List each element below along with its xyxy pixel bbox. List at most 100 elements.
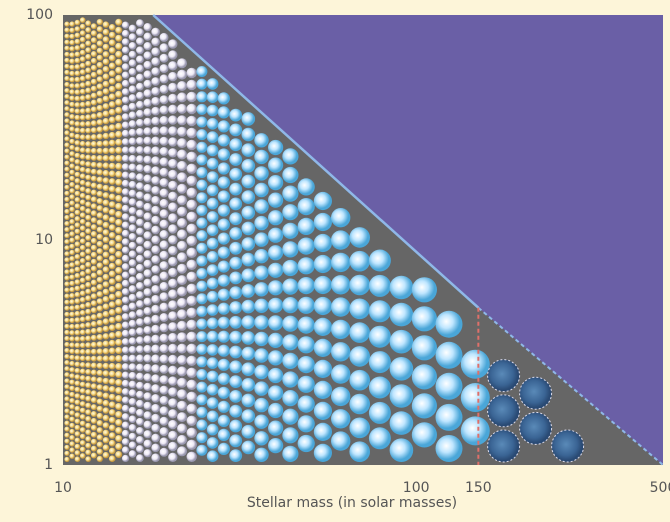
star: [64, 82, 69, 87]
star: [177, 275, 187, 285]
star: [115, 227, 122, 234]
star: [97, 377, 103, 383]
star: [85, 201, 91, 207]
star: [151, 127, 160, 136]
star: [207, 251, 219, 263]
star: [254, 299, 268, 313]
star: [160, 303, 169, 312]
star: [109, 24, 116, 31]
star: [129, 320, 137, 328]
star: [85, 114, 91, 120]
star: [75, 438, 81, 444]
star: [168, 83, 177, 92]
star: [85, 382, 91, 388]
star: [64, 155, 69, 160]
star: [268, 263, 283, 278]
star: [85, 396, 91, 402]
star: [242, 190, 256, 204]
star: [80, 63, 86, 69]
star: [64, 118, 69, 123]
star: [115, 403, 122, 410]
star: [520, 412, 552, 444]
star: [80, 141, 86, 147]
star: [103, 452, 109, 458]
star: [436, 404, 463, 431]
star: [254, 133, 268, 147]
star: [64, 318, 69, 323]
star: [80, 225, 86, 231]
star: [109, 448, 116, 455]
star: [64, 227, 69, 232]
star: [69, 145, 74, 150]
star: [85, 101, 91, 107]
star: [109, 332, 116, 339]
star: [75, 456, 81, 462]
star: [115, 115, 122, 122]
star: [196, 445, 207, 456]
star: [187, 272, 197, 282]
star: [196, 331, 207, 342]
star: [85, 349, 91, 355]
star: [69, 305, 74, 310]
star: [196, 268, 207, 279]
star: [80, 395, 86, 401]
star: [64, 94, 69, 99]
star: [97, 33, 103, 39]
star: [136, 246, 144, 254]
star: [242, 300, 256, 314]
star: [80, 193, 86, 199]
star: [129, 129, 137, 137]
star: [69, 417, 74, 422]
star: [97, 162, 103, 168]
star: [136, 164, 144, 172]
star: [122, 380, 129, 387]
star: [129, 224, 137, 232]
star: [461, 350, 490, 379]
star: [390, 438, 414, 462]
star: [187, 176, 197, 186]
star: [85, 362, 91, 368]
star: [282, 316, 298, 332]
star: [136, 409, 144, 417]
star: [412, 335, 437, 360]
star: [168, 442, 177, 451]
star: [196, 230, 207, 241]
star: [298, 435, 315, 452]
star: [75, 368, 81, 374]
star: [91, 51, 97, 57]
star: [242, 425, 256, 439]
star: [136, 210, 144, 218]
star: [298, 297, 315, 314]
star: [122, 213, 129, 220]
star: [160, 355, 169, 364]
star: [282, 297, 298, 313]
star: [144, 411, 152, 419]
star: [218, 443, 230, 455]
y-tick-label: 10: [35, 232, 53, 248]
star: [196, 104, 207, 115]
star: [254, 282, 268, 296]
star: [64, 384, 69, 389]
star: [69, 398, 74, 403]
star: [64, 439, 69, 444]
star: [97, 177, 103, 183]
star: [103, 370, 109, 376]
star: [69, 225, 74, 230]
star: [85, 389, 91, 395]
star: [109, 309, 116, 316]
star: [298, 238, 315, 255]
star: [314, 402, 332, 420]
star: [151, 444, 160, 453]
star: [144, 156, 152, 164]
star: [75, 83, 81, 89]
star: [218, 233, 230, 245]
star: [229, 227, 242, 240]
star: [129, 138, 137, 146]
star: [64, 28, 69, 33]
star: [64, 408, 69, 413]
star: [129, 381, 137, 389]
star: [103, 222, 109, 228]
star: [115, 171, 122, 178]
star: [136, 373, 144, 381]
star: [187, 260, 197, 270]
